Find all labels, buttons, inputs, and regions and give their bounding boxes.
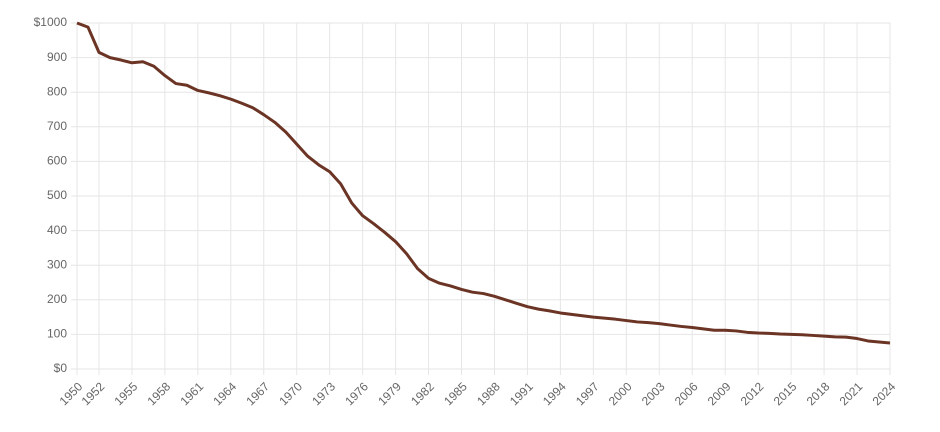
x-tick-label: 1961 [177,379,206,408]
x-tick-label: 1997 [573,379,602,408]
x-tick-label: 2018 [804,379,833,408]
x-tick-label: 2003 [639,379,668,408]
data-line [76,21,891,345]
y-tick-label: $0 [54,361,68,375]
y-tick-label: 100 [47,327,67,341]
x-tick-label: 1973 [309,379,338,408]
x-tick-label: 2015 [771,379,800,408]
x-tick-label: 1958 [144,379,173,408]
x-tick-label: 1952 [79,379,108,408]
x-tick-label: 1955 [112,379,141,408]
x-tick-label: 1979 [375,379,404,408]
x-tick-label: 2021 [837,379,866,408]
y-tick-label: 900 [47,50,67,64]
x-tick-label: 1991 [507,379,536,408]
y-tick-label: 800 [47,84,67,98]
y-tick-label: 400 [47,223,67,237]
x-tick-label: 1976 [342,379,371,408]
x-tick-label: 2009 [705,379,734,408]
x-tick-label: 1994 [540,379,569,408]
y-tick-label: 600 [47,154,67,168]
x-tick-label: 2012 [738,379,767,408]
x-tick-label: 1967 [243,379,272,408]
x-tick-label: 1950 [57,379,86,408]
x-tick-label: 1982 [408,379,437,408]
x-tick-label: 2000 [606,379,635,408]
x-tick-label: 1970 [276,379,305,408]
y-tick-label: 700 [47,119,67,133]
x-tick-label: 2006 [672,379,701,408]
x-tick-label: 1964 [210,379,239,408]
x-tick-label: 1988 [474,379,503,408]
y-tick-label: 300 [47,257,67,271]
y-tick-label: $1000 [34,15,68,29]
y-tick-label: 500 [47,188,67,202]
y-tick-label: 200 [47,292,67,306]
x-tick-label: 1985 [441,379,470,408]
x-tick-label: 2024 [870,379,899,408]
